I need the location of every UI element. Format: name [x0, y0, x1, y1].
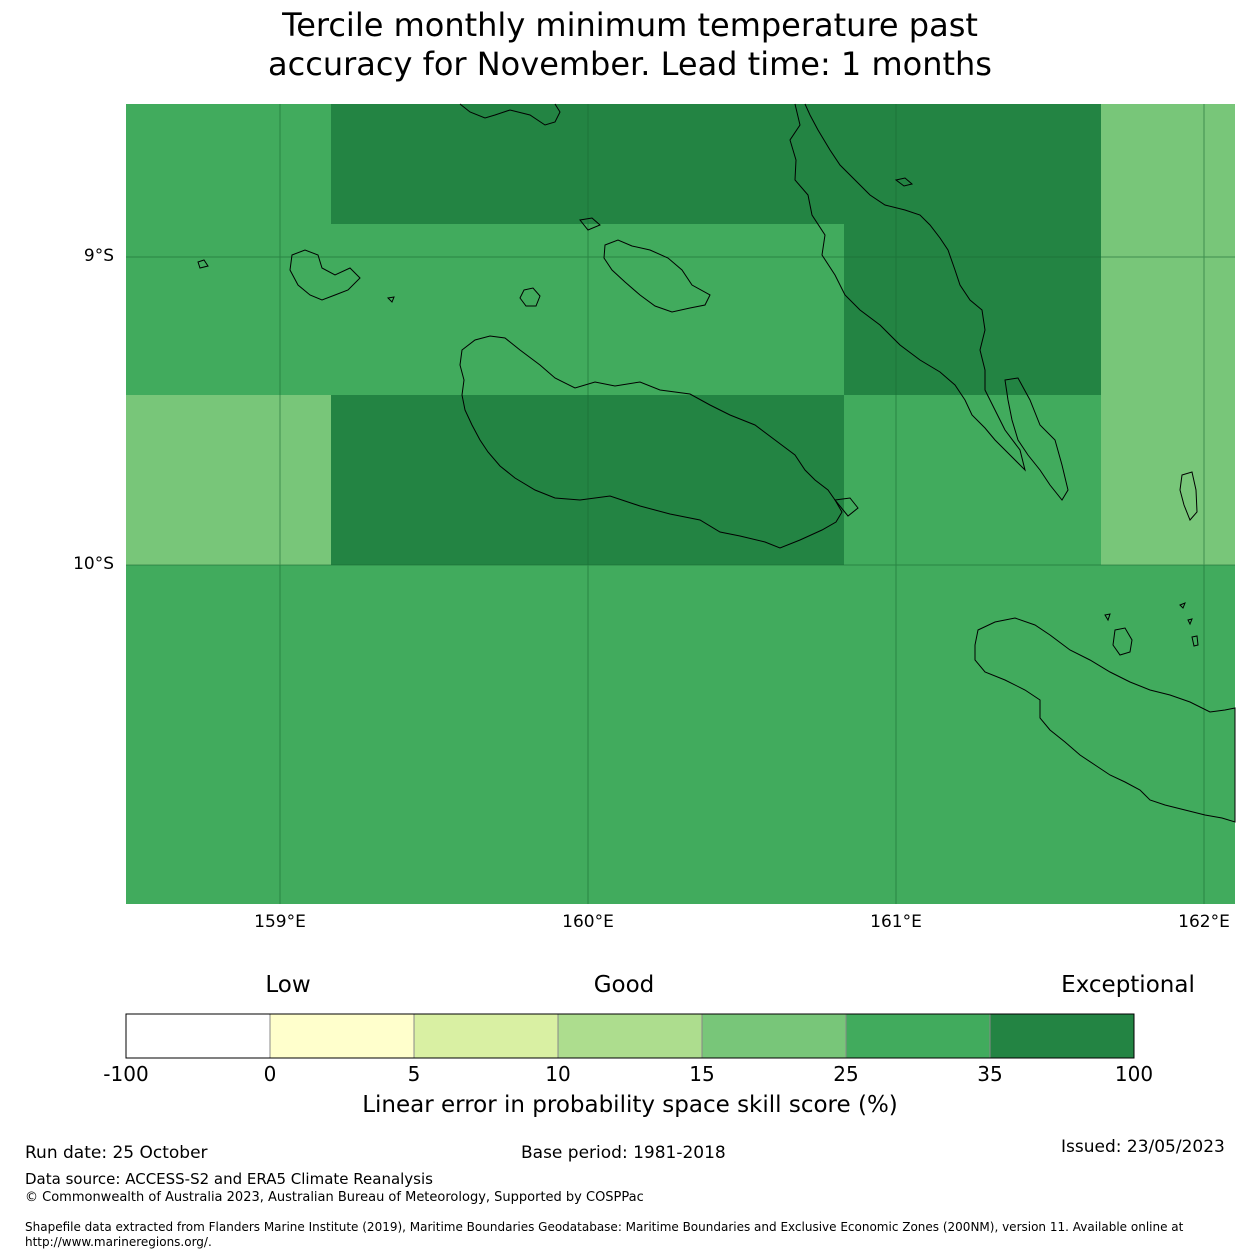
issued-date: Issued: 23/05/2023 [1061, 1137, 1225, 1157]
colorbar-swatch-25-35 [845, 1013, 991, 1059]
base-period: Base period: 1981-2018 [521, 1143, 726, 1163]
colorbar-swatch-5-10 [413, 1013, 559, 1059]
graticule [126, 104, 1235, 904]
lon-label-160e: 160°E [562, 912, 614, 932]
coastline-islet-a [579, 217, 601, 231]
grid-cell-top-left [126, 104, 331, 395]
colorbar-tick: 35 [977, 1062, 1003, 1086]
colorbar [125, 1013, 1135, 1059]
colorbar-tick: 0 [263, 1062, 277, 1086]
skill-grid [126, 104, 1235, 904]
colorbar-swatch-neg100-0 [125, 1013, 271, 1059]
grid-cell-bottom [126, 565, 1235, 904]
coastline-small-malaita [1004, 377, 1069, 501]
lon-label-159e: 159°E [254, 912, 306, 932]
colorbar-tick: 10 [545, 1062, 571, 1086]
coastline-islet-e [1179, 602, 1186, 609]
colorbar-tick: 25 [833, 1062, 859, 1086]
coastline-guadalcanal [459, 335, 843, 549]
coastline-islet-d [1104, 613, 1111, 622]
coastline-malaita [789, 103, 1026, 472]
copyright: © Commonwealth of Australia 2023, Austra… [25, 1190, 644, 1205]
colorbar-swatch-10-15 [557, 1013, 703, 1059]
coastline-islet-malaita [894, 177, 914, 187]
lat-label-9s: 9°S [83, 246, 114, 266]
colorbar-tick: 5 [407, 1062, 421, 1086]
coastline-makira [974, 617, 1236, 823]
coastline-nggela [603, 239, 711, 313]
colorbar-outline [125, 1013, 1135, 1059]
coastline-east-islet [1179, 471, 1198, 521]
run-date: Run date: 25 October [25, 1143, 208, 1163]
title-line-2: accuracy for November. Lead time: 1 mont… [268, 45, 992, 83]
grid-cell-middle-right [844, 224, 1101, 395]
colorbar-tick: 15 [689, 1062, 715, 1086]
lon-label-162e: 162°E [1178, 912, 1230, 932]
data-source: Data source: ACCESS-S2 and ERA5 Climate … [25, 1170, 433, 1188]
grid-cell-lower-left [126, 395, 331, 565]
coastline-islet-g [1191, 635, 1199, 647]
colorbar-header-good: Good [593, 972, 655, 998]
colorbar-swatch-0-5 [269, 1013, 415, 1059]
colorbar-tick: -100 [103, 1062, 149, 1086]
chart-title: Tercile monthly minimum temperature past… [0, 6, 1260, 84]
coastline-islet-f [1187, 618, 1193, 626]
shapefile-credit: Shapefile data extracted from Flanders M… [25, 1220, 1184, 1249]
lat-label-10s: 10°S [73, 554, 114, 574]
coastline-islet-c [386, 296, 395, 303]
colorbar-swatch-35-100 [989, 1013, 1135, 1059]
colorbar-header-exceptional: Exceptional [1061, 972, 1195, 998]
grid-cell-top-right [1101, 104, 1235, 565]
coastline-guadalcanal-tip [834, 497, 859, 517]
colorbar-swatch-15-25 [701, 1013, 847, 1059]
colorbar-label: Linear error in probability space skill … [362, 1092, 898, 1118]
grid-cell-lower-right [844, 395, 1101, 565]
coastline-savo [519, 287, 541, 307]
coastline-russell [289, 249, 361, 301]
coastline-top-islands [459, 103, 561, 126]
lon-label-161e: 161°E [870, 912, 922, 932]
grid-cell-top-center [331, 104, 1101, 224]
colorbar-tick: 100 [1114, 1062, 1154, 1086]
coastlines [197, 103, 1236, 823]
coastline-islet-b [197, 259, 209, 269]
colorbar-header-low: Low [265, 972, 311, 998]
coastline-ugi [1112, 627, 1133, 656]
title-line-1: Tercile monthly minimum temperature past [282, 6, 978, 44]
